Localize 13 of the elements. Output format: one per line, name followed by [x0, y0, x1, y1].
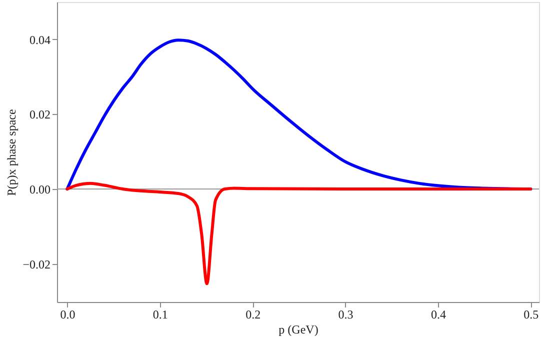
x-tick-label: 0.5	[524, 308, 539, 322]
x-tick-label: 0.0	[60, 308, 76, 322]
x-tick-label: 0.2	[246, 308, 261, 322]
y-axis-title: P(p)x phase space	[4, 109, 19, 196]
y-tick-label: 0.02	[30, 108, 50, 122]
x-axis-title: p (GeV)	[278, 322, 318, 336]
y-tick-label: 0.00	[30, 182, 50, 197]
x-tick-label: 0.1	[152, 308, 168, 322]
y-tick-label: 0.04	[30, 32, 50, 47]
line-series	[66, 182, 532, 286]
x-tick-label: 0.3	[338, 308, 354, 322]
y-tick-label: −0.02	[22, 257, 50, 272]
x-tick-label: 0.4	[430, 308, 446, 322]
